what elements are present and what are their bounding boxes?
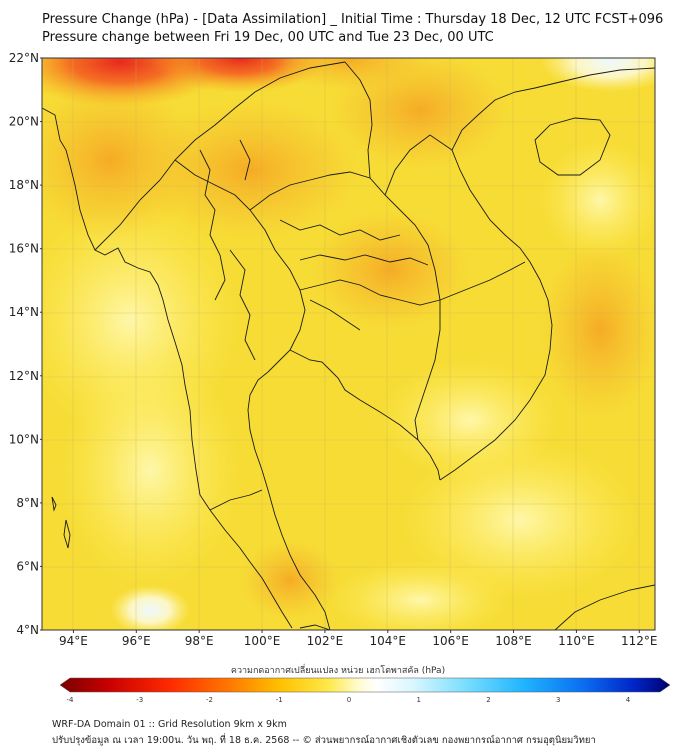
lon-label: 96°E [122,634,151,648]
colorbar-ticks: -4 -3 -2 -1 0 1 2 3 4 [67,696,631,704]
footer-model-info: WRF-DA Domain 01 :: Grid Resolution 9km … [52,719,287,730]
pressure-field [42,58,655,630]
latitude-labels: 22°N 20°N 18°N 16°N 14°N 12°N 10°N 8°N 6°N 4°N [9,51,42,637]
footer-credits: ปรับปรุงข้อมูล ณ เวลา 19:00น. วัน พฤ. ที… [52,735,596,746]
lat-label: 10°N [9,432,39,446]
colorbar: -4 -3 -2 -1 0 1 2 3 4 [59,677,671,704]
map-title: Pressure Change (hPa) - [Data Assimilati… [42,12,664,27]
lat-label: 20°N [9,115,39,129]
longitude-labels: 94°E 96°E 98°E 100°E 102°E 104°E 106°E 108°E 110… [59,630,658,648]
lon-label: 112°E [621,634,658,648]
lat-label: 22°N [9,51,39,65]
lat-label: 14°N [9,305,39,319]
colorbar-tick-label: 2 [486,696,490,704]
colorbar-tick-label: -4 [67,696,75,704]
lat-label: 4°N [16,623,39,637]
colorbar-tick-label: 0 [347,696,351,704]
lon-label: 100°E [244,634,281,648]
lat-label: 8°N [16,496,39,510]
graticule [42,58,655,630]
coastlines-and-borders [42,61,655,630]
colorbar-label: ความกดอากาศเปลี่ยนแปลง หน่วย เฮกโตพาสคัล… [230,666,446,676]
colorbar-tick-label: 4 [626,696,631,704]
lat-label: 16°N [9,242,39,256]
lon-label: 104°E [370,634,407,648]
lon-label: 102°E [307,634,344,648]
map-subtitle: Pressure change between Fri 19 Dec, 00 U… [42,30,494,45]
colorbar-tick-label: -2 [206,696,213,704]
lat-label: 12°N [9,369,39,383]
lon-label: 94°E [59,634,88,648]
colorbar-tick-label: -3 [136,696,143,704]
lon-label: 108°E [495,634,532,648]
lon-label: 110°E [558,634,595,648]
lat-label: 6°N [16,559,39,573]
lon-label: 106°E [432,634,469,648]
lat-label: 18°N [9,178,39,192]
map-frame [41,57,656,631]
colorbar-tick-label: 1 [417,696,421,704]
lon-label: 98°E [185,634,214,648]
colorbar-tick-label: -1 [276,696,283,704]
colorbar-tick-label: 3 [556,696,560,704]
